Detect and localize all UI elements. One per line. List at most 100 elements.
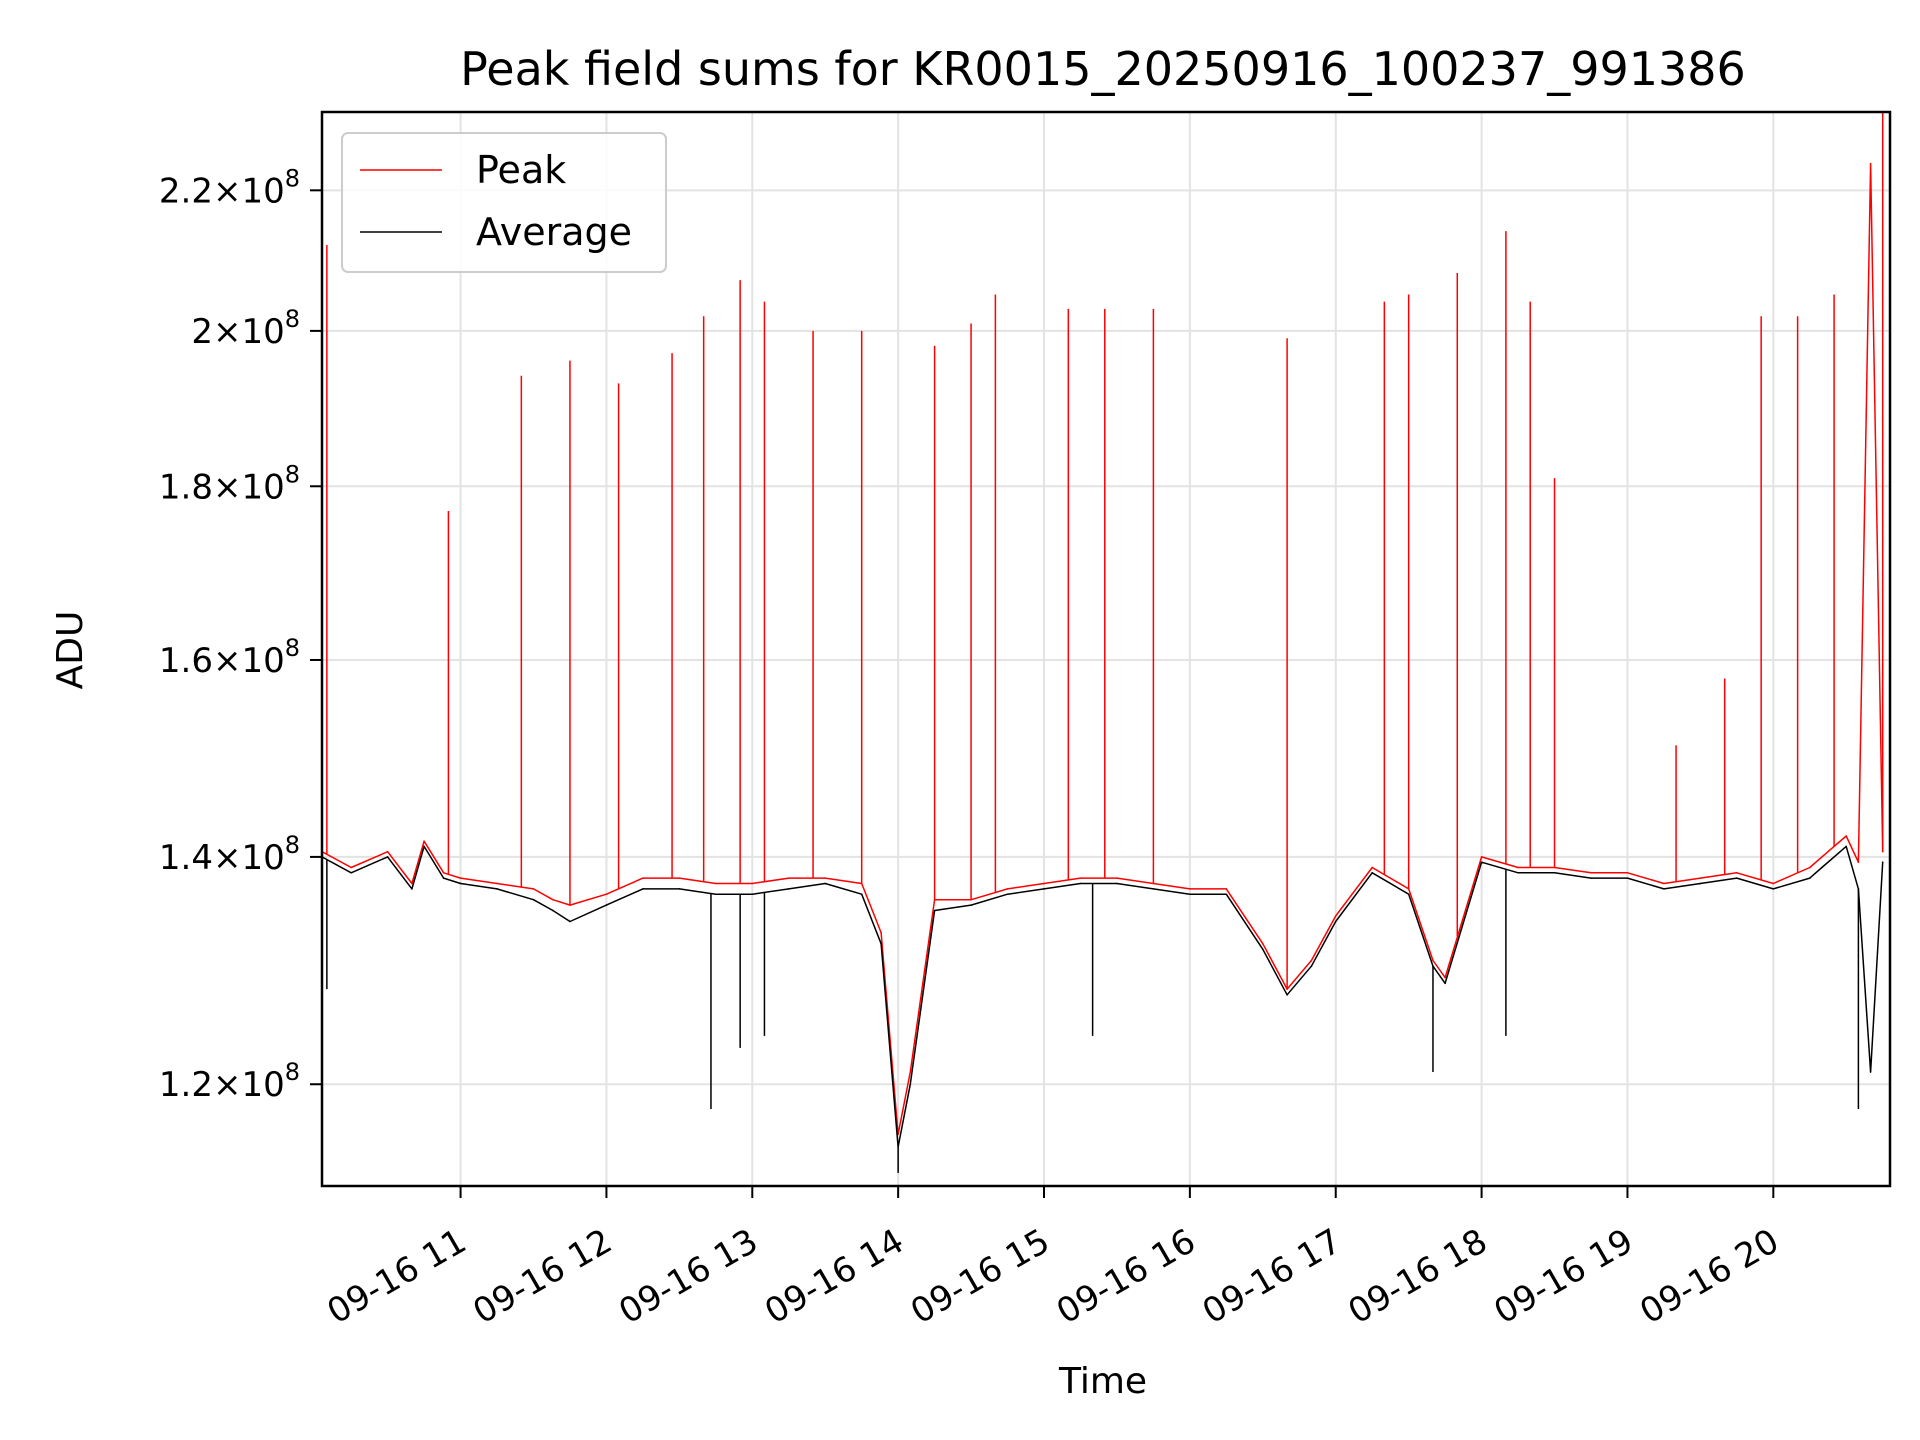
series-point-peak [824, 877, 827, 879]
series-point-peak [1225, 888, 1228, 890]
series-point-peak [1006, 888, 1009, 890]
series-point-average [1262, 948, 1264, 951]
series-point-peak [423, 840, 425, 842]
series-average [322, 845, 1884, 1173]
series-point-peak [1432, 959, 1434, 962]
series-point-average [1444, 982, 1446, 985]
series-point-average [1079, 882, 1082, 885]
series-point-average [860, 893, 863, 896]
series-point-average [459, 882, 462, 885]
x-tick-label: 09-16 15 [904, 1221, 1056, 1332]
series-point-average [1517, 871, 1519, 874]
legend-box [341, 132, 667, 273]
series-point-peak [787, 877, 790, 879]
series-point-average [350, 871, 352, 874]
y-axis-label: ADU [50, 611, 91, 690]
series-layer [322, 112, 1884, 1173]
series-point-average [1808, 877, 1811, 879]
series-point-peak [1371, 866, 1373, 869]
series-point-peak [1480, 856, 1483, 858]
x-axis-label: Time [1058, 1361, 1147, 1402]
series-point-average [605, 904, 608, 906]
series-point-peak [909, 1071, 912, 1073]
series-point-peak [880, 931, 882, 934]
series-line-average [322, 845, 1884, 1148]
series-point-average [1152, 888, 1155, 890]
series-peak [322, 112, 1884, 1136]
series-point-average [1043, 888, 1045, 890]
series-point-peak [350, 866, 352, 869]
series-line-peak [322, 163, 1884, 1135]
x-tick-label: 09-16 14 [758, 1221, 910, 1332]
series-point-average [1699, 882, 1702, 885]
y-tick-exponent: 8 [285, 1058, 300, 1086]
series-point-peak [459, 877, 462, 879]
y-tick-times: ×10 [213, 467, 285, 507]
series-point-peak [1699, 877, 1702, 879]
series-point-average [1480, 861, 1483, 863]
x-tick-label: 09-16 16 [1050, 1221, 1202, 1332]
series-point-average [1189, 893, 1191, 896]
series-point-average [1407, 893, 1410, 896]
x-tick-label: 09-16 19 [1488, 1221, 1640, 1332]
series-point-peak [678, 877, 681, 879]
series-point-average [411, 888, 413, 890]
y-tick-label: 1.6×108 [159, 634, 300, 681]
series-point-average [1116, 882, 1118, 885]
series-point-peak [1517, 866, 1519, 869]
series-point-peak [1590, 871, 1592, 874]
series-point-peak [1444, 976, 1446, 979]
series-point-peak [1821, 856, 1823, 858]
series-point-peak [1869, 162, 1872, 165]
legend: Peak Average [341, 132, 667, 273]
series-point-average [1663, 888, 1665, 890]
series-point-peak [442, 871, 445, 874]
series-point-average [569, 920, 571, 923]
y-tick-exponent: 8 [285, 831, 300, 859]
series-point-average [1553, 871, 1556, 874]
series-point-peak [751, 882, 754, 885]
series-point-peak [496, 882, 498, 885]
y-tick-times: ×10 [213, 1065, 285, 1105]
series-point-peak [605, 893, 608, 896]
series-point-average [386, 856, 389, 858]
series-point-average [1590, 877, 1592, 879]
series-point-peak [1772, 882, 1775, 885]
y-tick-mantissa: 2 [191, 312, 213, 352]
series-point-average [715, 893, 717, 896]
series-point-peak [411, 882, 413, 885]
series-point-average [1869, 1071, 1872, 1073]
x-tick-label: 09-16 12 [467, 1221, 619, 1332]
y-tick-label: 1.4×108 [159, 831, 300, 878]
series-point-peak [1736, 871, 1738, 874]
y-tick-mantissa: 1.8 [159, 467, 213, 507]
series-point-peak [1079, 877, 1082, 879]
series-point-peak [532, 888, 535, 890]
y-tick-mantissa: 1.4 [159, 838, 213, 878]
y-tick-exponent: 8 [285, 305, 300, 333]
y-tick-exponent: 8 [285, 164, 300, 192]
y-tick-mantissa: 2.2 [159, 171, 213, 211]
series-point-average [909, 1083, 912, 1086]
series-point-average [751, 893, 754, 896]
series-point-average [552, 909, 554, 912]
series-point-peak [1626, 871, 1629, 874]
series-point-average [1225, 893, 1228, 896]
series-point-average [824, 882, 827, 885]
series-point-peak [642, 877, 644, 879]
x-tick-label: 09-16 20 [1633, 1221, 1785, 1332]
y-tick-times: ×10 [213, 171, 285, 211]
series-point-average [1881, 861, 1884, 863]
legend-label-peak: Peak [476, 148, 566, 192]
series-point-average [1821, 866, 1823, 869]
series-point-peak [1663, 882, 1665, 885]
legend-label-average: Average [476, 210, 632, 254]
chart-title: Peak field sums for KR0015_20250916_1002… [460, 42, 1746, 96]
series-point-peak [1808, 866, 1811, 869]
series-point-peak [552, 898, 554, 901]
y-tick-label: 1.2×108 [159, 1058, 300, 1105]
